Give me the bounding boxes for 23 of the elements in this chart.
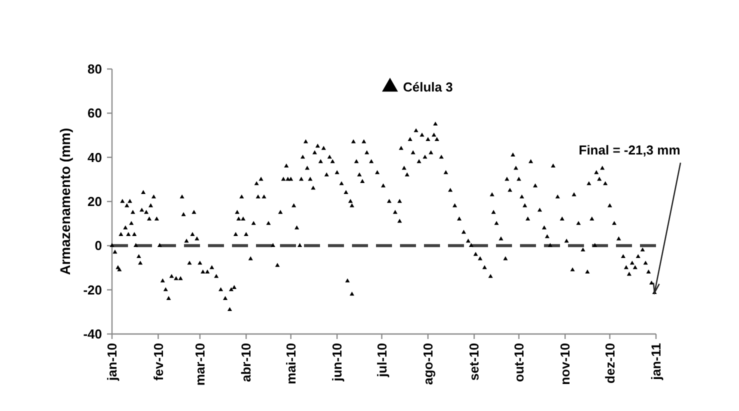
y-tick-label: -20 [83,282,102,298]
x-tick-label: mar-10 [192,343,208,386]
x-tick-label: mai-10 [283,343,298,384]
y-tick-label: 0 [94,238,102,254]
y-tick-label: 60 [88,106,102,121]
x-tick-label: nov-10 [558,343,573,385]
x-tick-label: set-10 [466,343,482,381]
x-tick-label: jun-10 [330,343,345,382]
y-axis-title: Armazenamento (mm) [57,128,73,276]
x-tick-label: jan-11 [648,343,664,381]
y-tick-label: 80 [88,62,102,77]
x-tick-label: jul-10 [374,343,390,378]
y-tick-label: -40 [83,326,102,342]
x-tick-label: abr-10 [238,343,254,382]
x-tick-label: fev-10 [150,343,166,381]
x-tick-label: ago-10 [420,343,436,385]
annotation: Final = -21,3 mm [578,142,680,158]
legend-label: Célula 3 [403,80,453,95]
x-tick-label: jan-10 [104,343,120,382]
x-tick-label: dez-10 [602,343,618,384]
y-tick-label: 40 [88,150,102,165]
y-tick-label: 20 [88,194,102,210]
x-tick-label: out-10 [511,343,526,382]
